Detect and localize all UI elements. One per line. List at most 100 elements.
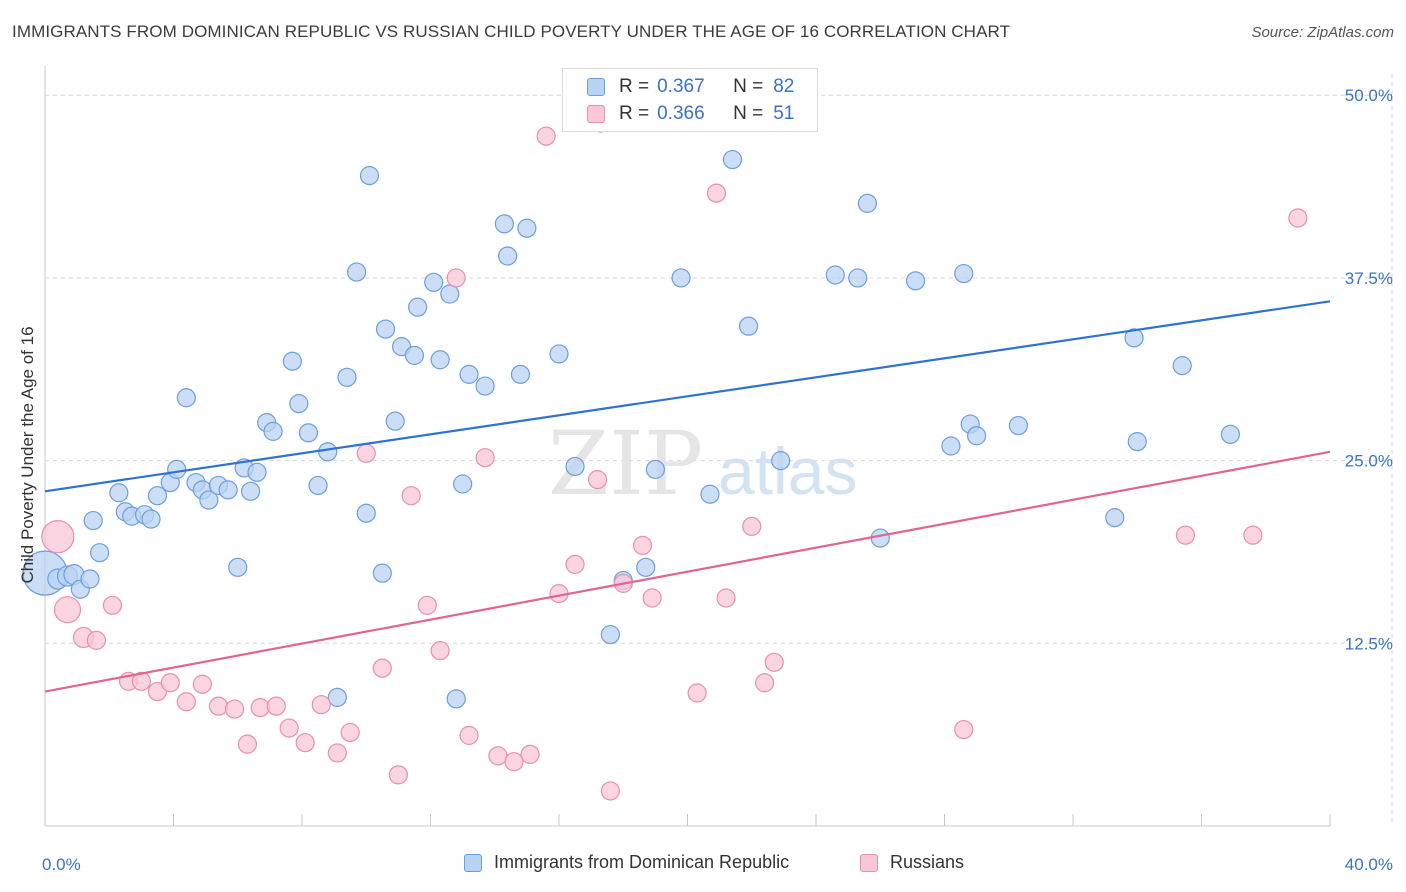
dominican-point xyxy=(645,459,665,479)
dominican-point xyxy=(494,214,514,234)
y-tick-label: 25.0% xyxy=(1345,452,1393,471)
dominican-point xyxy=(549,344,569,364)
y-tick-label: 12.5% xyxy=(1345,634,1393,653)
dominican-point xyxy=(109,483,129,503)
russian-point xyxy=(208,696,229,716)
russian-point xyxy=(53,596,82,624)
dominican-point xyxy=(1105,508,1125,528)
russian-point xyxy=(600,781,621,801)
dominican-point xyxy=(83,510,103,531)
dominican-point xyxy=(954,263,974,284)
stats-legend: R = 0.367 N = 82 R = 0.366 N = 51 xyxy=(562,68,818,132)
russian-point xyxy=(488,746,508,766)
dominican-point xyxy=(327,687,347,707)
legend-item-dominican[interactable]: Immigrants from Dominican Republic xyxy=(464,852,789,873)
dominican-point xyxy=(475,376,495,396)
russian-point xyxy=(160,673,180,693)
y-tick-label: 50.0% xyxy=(1345,86,1393,105)
russian-point xyxy=(311,695,331,715)
dominican-point xyxy=(241,481,261,501)
source-label: Source: ZipAtlas.com xyxy=(1251,24,1394,41)
dominican-point xyxy=(722,149,743,170)
dominican-trend-line xyxy=(44,300,1331,493)
dominican-point xyxy=(247,462,267,482)
russian-point xyxy=(716,588,736,608)
dominican-point xyxy=(385,411,405,431)
russian-point xyxy=(250,698,270,718)
gridlines xyxy=(45,74,1393,826)
russian-point xyxy=(295,733,315,753)
dominican-point xyxy=(1172,356,1192,376)
dominican-point xyxy=(771,451,791,471)
legend-swatch-pink xyxy=(860,853,878,872)
russian-trend-line xyxy=(44,450,1331,693)
russian-point xyxy=(687,683,707,703)
r-value: 0.367 xyxy=(657,76,705,97)
dominican-point xyxy=(510,364,531,384)
dominican-point xyxy=(671,268,691,288)
dominican-point xyxy=(1008,415,1028,436)
russian-point xyxy=(131,671,151,691)
dominican-point xyxy=(1124,328,1144,348)
russian-point xyxy=(1288,208,1308,228)
dominican-point xyxy=(80,569,100,589)
russian-point xyxy=(224,699,245,719)
dominican-point xyxy=(453,474,473,494)
dominican-point xyxy=(1127,432,1147,452)
r-label: R = xyxy=(619,76,650,97)
series-russian-points xyxy=(41,126,1308,801)
series-dominican-points xyxy=(22,113,1241,709)
russian-point xyxy=(102,595,123,615)
n-value: 51 xyxy=(773,103,795,124)
russian-point xyxy=(388,765,408,785)
legend-item-russians[interactable]: Russians xyxy=(860,852,964,873)
dominican-point xyxy=(1220,424,1241,444)
legend-label: Russians xyxy=(890,852,965,872)
russian-point xyxy=(587,470,608,490)
x-tick-label: 0.0% xyxy=(42,855,81,874)
dominican-point xyxy=(700,484,720,504)
n-label: N = xyxy=(733,103,764,124)
dominican-point xyxy=(176,388,196,408)
dominican-point xyxy=(199,490,219,510)
dominican-point xyxy=(967,426,987,446)
dominican-point xyxy=(857,193,878,213)
dominican-point xyxy=(375,319,396,339)
legend-swatch-blue xyxy=(464,853,482,872)
y-tick-label: 37.5% xyxy=(1345,269,1393,288)
russian-point xyxy=(754,673,775,693)
n-value: 82 xyxy=(773,76,795,97)
x-tick-label: 40.0% xyxy=(1345,855,1393,874)
dominican-point xyxy=(738,316,759,336)
dominican-point xyxy=(347,262,367,282)
russian-point xyxy=(706,183,727,203)
legend-label: Immigrants from Dominican Republic xyxy=(494,852,790,872)
dominican-point xyxy=(905,271,926,291)
y-axis-label: Child Poverty Under the Age of 16 xyxy=(18,326,37,584)
dominican-point xyxy=(424,272,444,292)
tick-labels: 12.5% 25.0% 37.5% 50.0% 0.0% 40.0% xyxy=(42,86,1393,874)
n-label: N = xyxy=(733,76,764,97)
russian-point xyxy=(41,520,75,554)
russian-point xyxy=(279,718,299,738)
russian-point xyxy=(340,722,360,743)
dominican-point xyxy=(263,421,283,441)
dominican-point xyxy=(147,486,168,506)
russian-point xyxy=(520,744,540,764)
axes xyxy=(44,66,1331,827)
russian-point xyxy=(632,535,653,555)
dominican-point xyxy=(404,345,425,365)
russian-point xyxy=(954,719,974,740)
dominican-point xyxy=(318,442,338,462)
dominican-point xyxy=(289,394,309,414)
watermark-atlas: atlas xyxy=(718,434,857,508)
legend-row-dominican: R = 0.367 N = 82 xyxy=(587,75,794,99)
trend-lines xyxy=(44,300,1331,693)
dominican-point xyxy=(565,456,585,477)
dominican-point xyxy=(167,459,187,479)
dominican-point xyxy=(308,475,328,496)
dominican-point xyxy=(825,265,845,285)
russian-point xyxy=(430,641,450,661)
dominican-point xyxy=(446,689,466,709)
